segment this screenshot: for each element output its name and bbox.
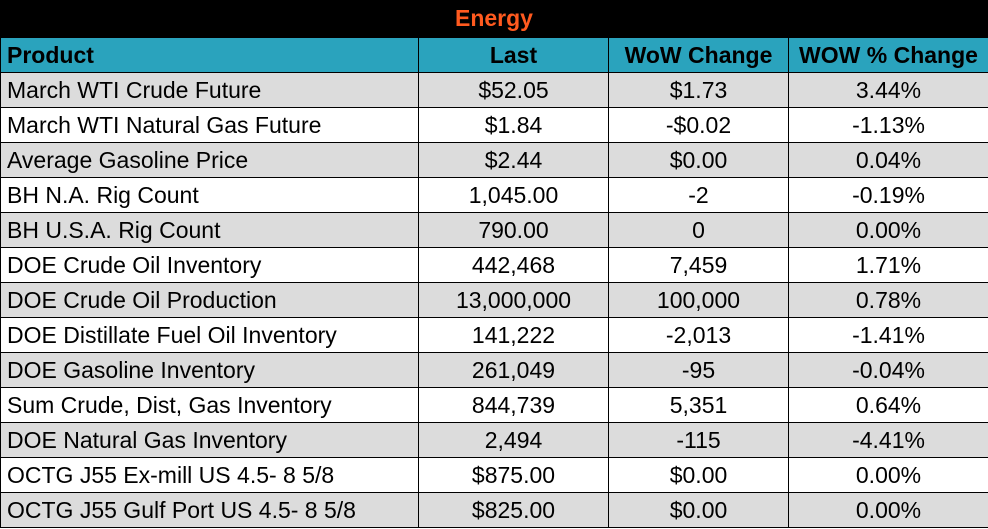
cell-product: OCTG J55 Gulf Port US 4.5- 8 5/8 [0, 492, 419, 528]
cell-product: Average Gasoline Price [0, 142, 419, 178]
cell-wow-pct-change: -1.13% [788, 107, 988, 143]
column-header-wow-change: WoW Change [608, 37, 789, 73]
cell-wow-change: -$0.02 [608, 107, 789, 143]
cell-wow-change: -2,013 [608, 317, 789, 353]
table-row: Sum Crude, Dist, Gas Inventory 844,739 5… [0, 387, 988, 423]
column-header-last: Last [418, 37, 609, 73]
table-row: OCTG J55 Ex-mill US 4.5- 8 5/8 $875.00 $… [0, 457, 988, 493]
cell-product: BH U.S.A. Rig Count [0, 212, 419, 248]
cell-last: $875.00 [418, 457, 609, 493]
table-body: March WTI Crude Future $52.05 $1.73 3.44… [0, 72, 988, 528]
table-row: DOE Crude Oil Production 13,000,000 100,… [0, 282, 988, 318]
cell-last: 790.00 [418, 212, 609, 248]
cell-wow-pct-change: 0.00% [788, 212, 988, 248]
cell-wow-change: 7,459 [608, 247, 789, 283]
cell-wow-change: 0 [608, 212, 789, 248]
table-row: DOE Crude Oil Inventory 442,468 7,459 1.… [0, 247, 988, 283]
cell-last: $52.05 [418, 72, 609, 108]
cell-product: DOE Crude Oil Inventory [0, 247, 419, 283]
column-header-wow-pct-change: WOW % Change [788, 37, 988, 73]
header-row: Product Last WoW Change WOW % Change [0, 37, 988, 73]
cell-wow-pct-change: 0.00% [788, 457, 988, 493]
cell-wow-change: -115 [608, 422, 789, 458]
energy-table: Product Last WoW Change WOW % Change Mar… [0, 37, 988, 528]
cell-wow-pct-change: 0.64% [788, 387, 988, 423]
cell-product: DOE Distillate Fuel Oil Inventory [0, 317, 419, 353]
table-title: Energy [0, 0, 988, 37]
table-row: March WTI Natural Gas Future $1.84 -$0.0… [0, 107, 988, 143]
cell-last: $2.44 [418, 142, 609, 178]
cell-product: DOE Natural Gas Inventory [0, 422, 419, 458]
table-row: March WTI Crude Future $52.05 $1.73 3.44… [0, 72, 988, 108]
cell-product: March WTI Crude Future [0, 72, 419, 108]
cell-last: 844,739 [418, 387, 609, 423]
cell-wow-change: -95 [608, 352, 789, 388]
table-row: Average Gasoline Price $2.44 $0.00 0.04% [0, 142, 988, 178]
table-row: DOE Distillate Fuel Oil Inventory 141,22… [0, 317, 988, 353]
cell-wow-pct-change: -4.41% [788, 422, 988, 458]
cell-wow-change: -2 [608, 177, 789, 213]
cell-last: 1,045.00 [418, 177, 609, 213]
cell-product: BH N.A. Rig Count [0, 177, 419, 213]
cell-wow-pct-change: 1.71% [788, 247, 988, 283]
table-row: BH N.A. Rig Count 1,045.00 -2 -0.19% [0, 177, 988, 213]
cell-wow-change: $1.73 [608, 72, 789, 108]
cell-wow-pct-change: 3.44% [788, 72, 988, 108]
cell-wow-change: 100,000 [608, 282, 789, 318]
cell-product: DOE Crude Oil Production [0, 282, 419, 318]
cell-product: March WTI Natural Gas Future [0, 107, 419, 143]
cell-wow-pct-change: 0.00% [788, 492, 988, 528]
cell-wow-pct-change: -0.04% [788, 352, 988, 388]
table-row: BH U.S.A. Rig Count 790.00 0 0.00% [0, 212, 988, 248]
cell-last: 2,494 [418, 422, 609, 458]
table-row: DOE Natural Gas Inventory 2,494 -115 -4.… [0, 422, 988, 458]
cell-wow-pct-change: 0.04% [788, 142, 988, 178]
cell-last: $825.00 [418, 492, 609, 528]
cell-wow-change: $0.00 [608, 492, 789, 528]
cell-wow-pct-change: -1.41% [788, 317, 988, 353]
table-row: OCTG J55 Gulf Port US 4.5- 8 5/8 $825.00… [0, 492, 988, 528]
cell-product: Sum Crude, Dist, Gas Inventory [0, 387, 419, 423]
cell-last: $1.84 [418, 107, 609, 143]
cell-product: DOE Gasoline Inventory [0, 352, 419, 388]
cell-last: 261,049 [418, 352, 609, 388]
table-row: DOE Gasoline Inventory 261,049 -95 -0.04… [0, 352, 988, 388]
cell-last: 442,468 [418, 247, 609, 283]
cell-wow-change: $0.00 [608, 142, 789, 178]
cell-last: 13,000,000 [418, 282, 609, 318]
cell-wow-pct-change: 0.78% [788, 282, 988, 318]
cell-product: OCTG J55 Ex-mill US 4.5- 8 5/8 [0, 457, 419, 493]
column-header-product: Product [0, 37, 419, 73]
cell-wow-pct-change: -0.19% [788, 177, 988, 213]
cell-wow-change: $0.00 [608, 457, 789, 493]
cell-last: 141,222 [418, 317, 609, 353]
cell-wow-change: 5,351 [608, 387, 789, 423]
